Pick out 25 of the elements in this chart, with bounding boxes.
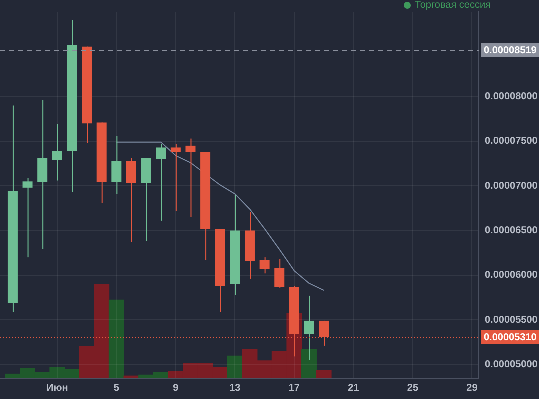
ref-line-label: 0.00005310 bbox=[484, 332, 538, 344]
candlestick bbox=[304, 295, 314, 361]
x-tick-label: 21 bbox=[348, 382, 360, 394]
candlestick bbox=[126, 158, 136, 243]
x-tick-label: 13 bbox=[230, 382, 242, 394]
candlestick bbox=[260, 257, 270, 274]
ref-line-label: 0.00008519 bbox=[484, 46, 538, 57]
bar bbox=[227, 356, 243, 379]
candlestick bbox=[112, 136, 122, 195]
x-tick-label: 29 bbox=[466, 382, 478, 394]
x-tick-label: 25 bbox=[407, 382, 419, 394]
x-tick-label: 5 bbox=[114, 382, 120, 394]
candlestick bbox=[22, 178, 33, 258]
candlestick bbox=[274, 258, 285, 288]
candlestick bbox=[170, 144, 181, 212]
bar bbox=[302, 349, 317, 379]
candlestick bbox=[186, 138, 196, 218]
bar bbox=[316, 370, 332, 379]
x-tick-label: Июн bbox=[46, 382, 68, 394]
bar bbox=[108, 300, 124, 379]
candlestick bbox=[52, 124, 62, 182]
candlestick bbox=[156, 144, 166, 222]
x-tick-label: 9 bbox=[173, 382, 180, 394]
x-tick-label: 17 bbox=[288, 382, 300, 394]
text: Торговая сессия bbox=[415, 0, 491, 11]
